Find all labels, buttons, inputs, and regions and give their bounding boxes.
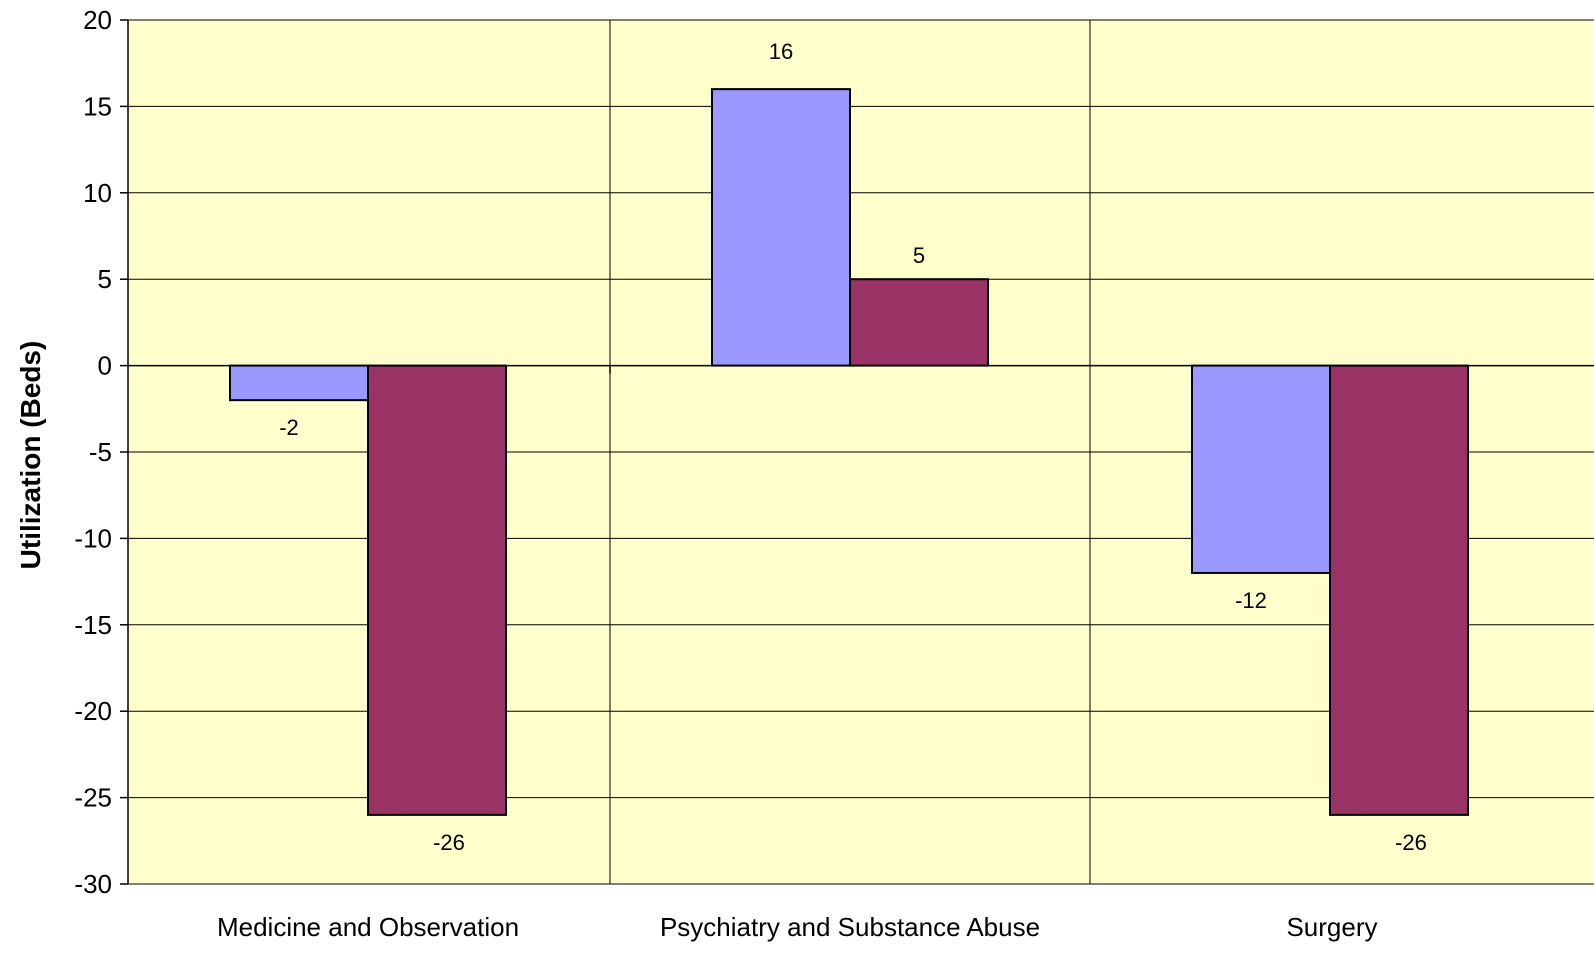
bars xyxy=(229,88,1469,816)
data-label-series2-1: -26 xyxy=(433,830,465,855)
y-tick-labels: 20 15 10 5 0 -5 -10 -15 -20 -25 -30 xyxy=(74,5,112,899)
bar-series1-2 xyxy=(711,88,851,367)
y-tick-label: -5 xyxy=(89,437,112,467)
data-label-series2-3: -26 xyxy=(1395,830,1427,855)
category-label: Psychiatry and Substance Abuse xyxy=(660,912,1040,942)
y-tick-label: 10 xyxy=(83,178,112,208)
data-label-series1-3: -12 xyxy=(1235,588,1267,613)
y-tick-label: 20 xyxy=(83,5,112,35)
y-tick-label: -15 xyxy=(74,610,112,640)
data-labels: -2 16 -12 -26 5 -26 xyxy=(279,39,1427,855)
bar-series1-3 xyxy=(1191,364,1331,574)
y-tick-label: -30 xyxy=(74,869,112,899)
bar-series1-1 xyxy=(229,364,369,402)
y-tick-label: -20 xyxy=(74,696,112,726)
category-label: Surgery xyxy=(1286,912,1377,942)
y-tick-label: -10 xyxy=(74,523,112,553)
data-label-series1-2: 16 xyxy=(769,39,793,64)
bar-series2-3 xyxy=(1329,364,1469,816)
category-dividers xyxy=(609,20,1091,884)
data-label-series2-2: 5 xyxy=(913,243,925,268)
bar-series2-2 xyxy=(849,278,989,367)
axes xyxy=(120,19,1594,885)
y-tick-label: 0 xyxy=(98,351,112,381)
category-labels: Medicine and Observation Psychiatry and S… xyxy=(217,912,1378,942)
y-tick-label: -25 xyxy=(74,783,112,813)
y-tick-label: 15 xyxy=(83,91,112,121)
y-axis-title: Utilization (Beds) xyxy=(15,341,46,570)
y-tick-label: 5 xyxy=(98,264,112,294)
category-label: Medicine and Observation xyxy=(217,912,519,942)
data-label-series1-1: -2 xyxy=(279,415,299,440)
bar-series2-1 xyxy=(367,364,507,816)
